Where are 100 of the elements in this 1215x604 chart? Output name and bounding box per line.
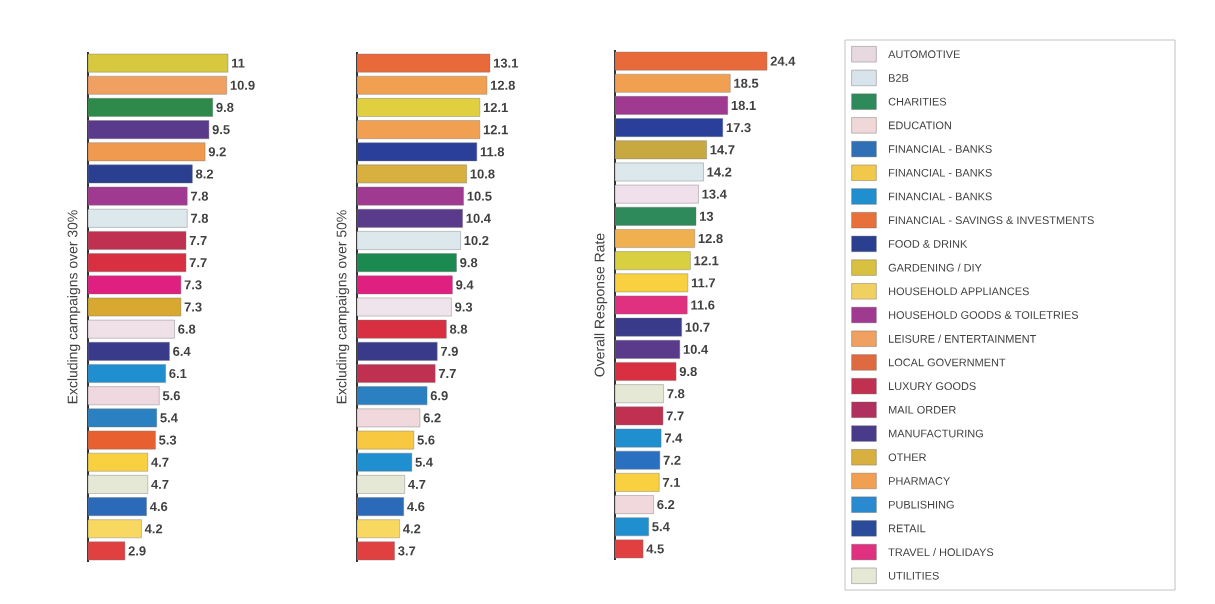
- bar: [87, 364, 166, 383]
- data-label: 10.5: [467, 191, 492, 201]
- data-label: 5.4: [160, 413, 178, 423]
- bar: [614, 362, 677, 381]
- data-label: 7.7: [438, 369, 456, 378]
- bar: [356, 408, 421, 428]
- data-label: 7.9: [440, 346, 458, 356]
- bar: [356, 186, 464, 206]
- data-label: 7.2: [663, 455, 681, 465]
- bar: [87, 297, 182, 317]
- bar: [356, 253, 457, 272]
- bar: [614, 184, 699, 204]
- data-label: 7.7: [189, 236, 207, 245]
- data-label: 7.1: [662, 477, 681, 487]
- data-label: 7.3: [184, 280, 202, 290]
- category-label: TRAVEL / HOLIDAYS: [888, 548, 994, 557]
- data-label: 4.2: [144, 524, 163, 534]
- y-axis-title: Excluding campaigns over 50%: [336, 210, 350, 404]
- data-label: 12.1: [694, 256, 719, 266]
- bar: [614, 406, 664, 426]
- data-label: 7.8: [191, 191, 209, 201]
- data-label: 4.5: [646, 544, 664, 554]
- bar: [356, 519, 400, 539]
- bar: [356, 142, 477, 162]
- category-label: CHARITIES: [888, 97, 947, 106]
- bar: [87, 452, 149, 472]
- bar: [614, 207, 697, 226]
- category-label: FINANCIAL - SAVINGS & INVESTMENTS: [889, 216, 1094, 225]
- bar: [87, 408, 157, 428]
- data-label: 14.7: [710, 145, 735, 155]
- bar: [356, 319, 447, 339]
- bar: [356, 475, 405, 494]
- bar: [614, 317, 682, 337]
- category-label: HOUSEHOLD APPLIANCES: [889, 287, 1029, 296]
- data-label: 9.5: [212, 125, 230, 135]
- data-label: 8.8: [449, 324, 468, 334]
- data-label: 10.2: [464, 235, 489, 246]
- category-label: FINANCIAL - BANKS: [889, 145, 992, 153]
- data-label: 11.8: [480, 147, 505, 157]
- data-label: 13.4: [702, 189, 727, 199]
- data-label: 4.6: [149, 501, 168, 512]
- bar: [614, 295, 688, 315]
- bar: [356, 342, 438, 361]
- data-label: 13: [699, 211, 714, 221]
- bar: [614, 118, 723, 137]
- data-label: 9.3: [455, 302, 473, 312]
- bar: [356, 430, 415, 450]
- data-label: 12.1: [483, 102, 508, 112]
- data-label: 24.4: [770, 56, 796, 66]
- bar: [614, 73, 731, 93]
- bar: [87, 497, 147, 516]
- bar: [87, 98, 213, 117]
- bar: [87, 75, 227, 95]
- bar: [614, 517, 649, 537]
- data-label: 11.7: [691, 278, 716, 288]
- bar: [356, 164, 467, 184]
- bar: [356, 75, 488, 95]
- bar: [614, 473, 660, 492]
- category-label: MAIL ORDER: [889, 405, 956, 414]
- data-label: 18.1: [731, 100, 756, 111]
- bar: [614, 51, 768, 71]
- bar: [356, 120, 481, 139]
- data-label: 4.7: [151, 479, 169, 489]
- category-label: EDUCATION: [889, 121, 951, 130]
- data-label: 7.7: [666, 411, 684, 421]
- data-label: 5.3: [159, 435, 177, 445]
- bar: [614, 495, 654, 514]
- category-label: PUBLISHING: [889, 500, 954, 509]
- category-label: LEISURE / ENTERTAINMENT: [889, 334, 1037, 343]
- bar: [614, 273, 689, 293]
- data-label: 6.4: [173, 346, 191, 356]
- bar: [356, 53, 491, 73]
- data-label: 7.7: [189, 258, 207, 268]
- data-label: 9.8: [460, 258, 478, 268]
- bar: [87, 120, 210, 139]
- bar: [87, 430, 156, 450]
- category-label: LOCAL GOVERNMENT: [889, 358, 1006, 367]
- data-label: 4.7: [151, 457, 169, 467]
- bar: [356, 209, 463, 228]
- data-label: 9.4: [456, 280, 474, 290]
- data-label: 14.2: [707, 167, 732, 177]
- bar: [614, 251, 691, 270]
- data-label: 10.9: [230, 80, 255, 90]
- bar: [614, 450, 661, 470]
- data-label: 5.4: [652, 522, 670, 532]
- bar: [614, 229, 695, 248]
- data-label: 9.8: [216, 102, 234, 113]
- category-label: FINANCIAL - BANKS: [889, 168, 992, 177]
- bar: [87, 164, 193, 184]
- bar: [356, 541, 395, 561]
- category-label: RETAIL: [889, 524, 926, 533]
- bar: [614, 340, 680, 359]
- data-label: 11.6: [691, 300, 715, 310]
- data-label: 6.2: [657, 499, 675, 510]
- bar: [356, 98, 481, 117]
- bar: [87, 475, 149, 494]
- data-label: 10.4: [683, 344, 709, 354]
- data-label: 6.9: [430, 391, 448, 401]
- data-label: 7.3: [184, 302, 202, 312]
- category-label: MANUFACTURING: [889, 429, 983, 438]
